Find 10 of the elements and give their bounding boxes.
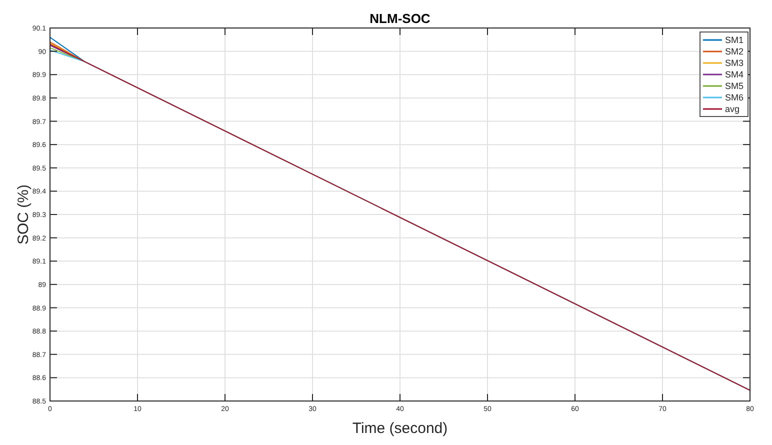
legend-label: SM1 xyxy=(725,35,744,45)
x-axis-title: Time (second) xyxy=(352,420,448,437)
legend-label: SM2 xyxy=(725,46,744,56)
legend-label: SM6 xyxy=(725,92,744,102)
y-axis-title: SOC (%) xyxy=(15,184,32,244)
legend-label: SM4 xyxy=(725,70,744,80)
legend-label: avg xyxy=(725,104,740,114)
chart-title: NLM-SOC xyxy=(370,11,431,26)
legend-label: SM3 xyxy=(725,58,744,68)
legend-label: SM5 xyxy=(725,81,744,91)
